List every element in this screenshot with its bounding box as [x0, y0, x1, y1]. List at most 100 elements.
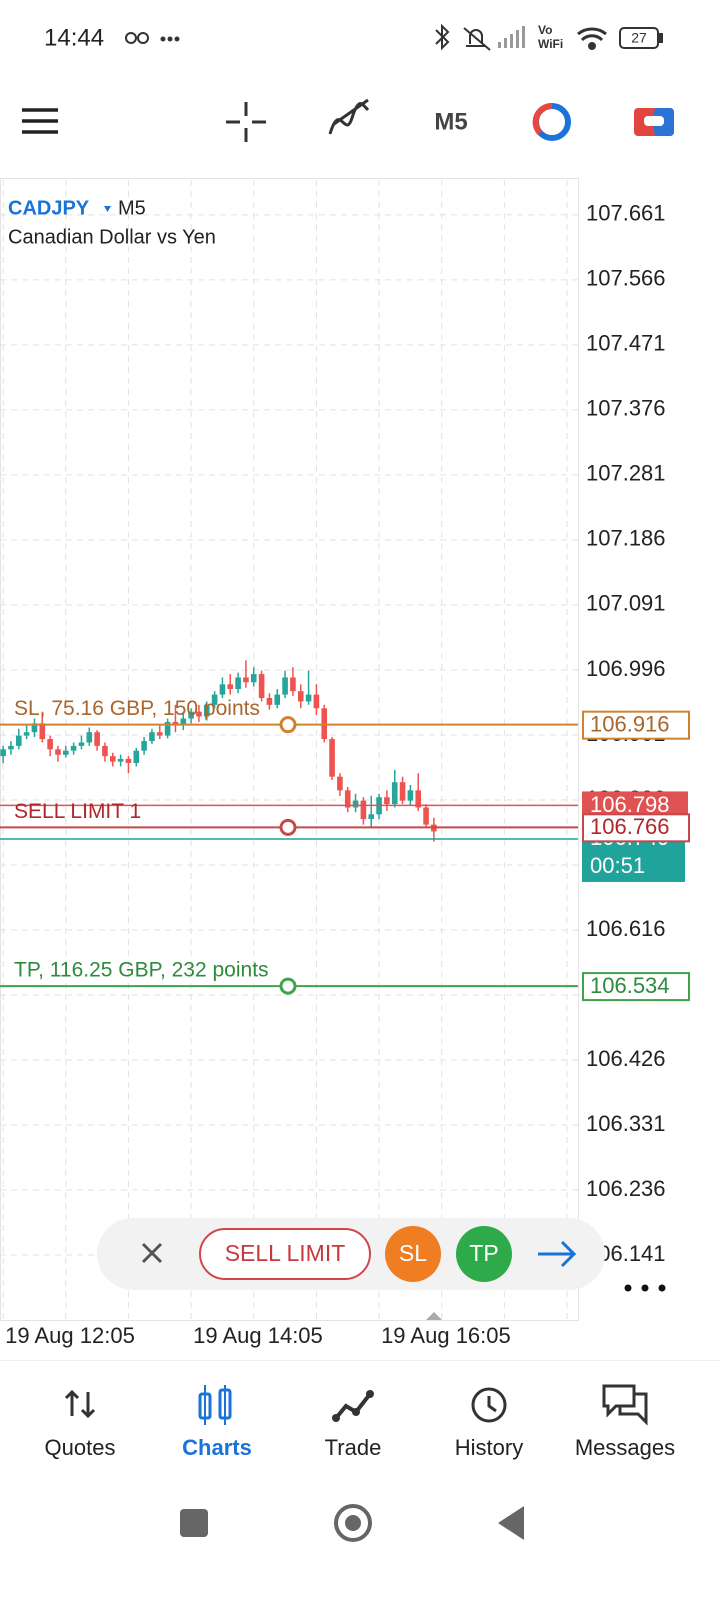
- trade-clock-button[interactable]: [532, 102, 571, 141]
- candle-body: [266, 697, 273, 705]
- candle-body: [172, 721, 179, 726]
- candle-body: [164, 721, 171, 736]
- y-tick-label: 106.331: [586, 1111, 666, 1136]
- candle-body: [180, 718, 187, 726]
- recents-button[interactable]: [180, 1509, 208, 1537]
- candle-body: [196, 711, 202, 717]
- candle-body: [313, 694, 320, 709]
- account-button[interactable]: [634, 108, 674, 136]
- candle-body: [227, 684, 234, 690]
- candle-body: [39, 723, 46, 740]
- candle-body: [31, 723, 38, 733]
- candle-body: [235, 677, 241, 690]
- order-price-box: [582, 972, 690, 1002]
- x-tick-label: 19 Aug 14:05: [193, 1323, 323, 1348]
- candle-body: [368, 814, 375, 820]
- candle-body: [352, 800, 359, 808]
- x-tick-label: 19 Aug 16:05: [381, 1323, 511, 1348]
- status-time: 14:44: [44, 24, 104, 51]
- candle-body: [337, 776, 343, 791]
- candle-body: [329, 739, 335, 777]
- candle-body: [109, 756, 116, 762]
- y-tick-label: 106.426: [586, 1046, 666, 1071]
- sl-label: SL: [399, 1240, 427, 1266]
- candle-body: [94, 732, 100, 746]
- candle-body: [203, 704, 210, 717]
- order-line-handle[interactable]: [279, 716, 297, 734]
- more-button[interactable]: [624, 1284, 666, 1292]
- y-tick-label: 107.376: [586, 396, 666, 421]
- candle-body: [156, 732, 163, 736]
- x-tick-label: 19 Aug 12:05: [5, 1323, 135, 1348]
- candle-body: [117, 758, 124, 762]
- nav-item[interactable]: History: [455, 1435, 523, 1460]
- tp-button[interactable]: [456, 1226, 512, 1282]
- chart-timeframe: M5: [118, 197, 146, 219]
- next-button[interactable]: [538, 1240, 577, 1268]
- candle-body: [290, 677, 296, 692]
- nav-icons: [64, 1384, 648, 1426]
- order-price: 106.534: [590, 973, 670, 998]
- candle-body: [149, 732, 155, 742]
- symbol-dropdown[interactable]: [104, 206, 111, 212]
- tp-label: TP: [469, 1240, 498, 1266]
- candle-body: [250, 674, 257, 683]
- bid-price: 106.798: [590, 792, 670, 817]
- indicators-button[interactable]: [328, 98, 370, 135]
- y-tick-label: 106.996: [586, 656, 666, 681]
- candle-body: [274, 694, 281, 705]
- crosshair-button[interactable]: [226, 102, 266, 142]
- candle-body: [23, 732, 30, 736]
- volte-icon: Vo: [538, 23, 552, 37]
- nav-item[interactable]: Messages: [575, 1435, 675, 1460]
- nav-divider: [0, 1360, 720, 1361]
- candle-body: [415, 790, 422, 808]
- candle-body: [360, 800, 367, 820]
- y-tick-label: 107.471: [586, 331, 666, 356]
- menu-button[interactable]: [22, 108, 58, 134]
- order-price: 106.916: [590, 711, 670, 736]
- nav-item[interactable]: Quotes: [45, 1435, 116, 1460]
- order-price-box: [582, 813, 690, 843]
- order-type-button[interactable]: [199, 1228, 371, 1280]
- candle-body: [188, 711, 194, 719]
- nav-item[interactable]: Charts: [182, 1435, 252, 1460]
- timeframe-button[interactable]: M5: [434, 108, 467, 135]
- candle-body: [15, 735, 22, 746]
- wifi-label-icon: WiFi: [538, 37, 563, 51]
- candle-body: [86, 732, 93, 743]
- close-button[interactable]: [141, 1242, 163, 1264]
- order-line-label: SELL LIMIT 1: [14, 800, 141, 823]
- y-tick-label: 107.661: [586, 201, 666, 226]
- candle-body: [0, 749, 6, 757]
- candle-body: [243, 677, 249, 683]
- y-tick-label: 106.236: [586, 1176, 666, 1201]
- back-button[interactable]: [498, 1506, 524, 1540]
- candle-body: [384, 797, 390, 805]
- candle-body: [305, 694, 312, 702]
- order-type-label: SELL LIMIT: [225, 1240, 346, 1266]
- candle-body: [407, 790, 414, 801]
- candle-body: [219, 684, 226, 695]
- symbol[interactable]: CADJPY: [8, 197, 90, 219]
- candle-body: [211, 694, 218, 705]
- sl-button[interactable]: [385, 1226, 441, 1282]
- home-button-dot: [345, 1515, 361, 1531]
- candle-body: [282, 677, 288, 695]
- order-line-handle[interactable]: [279, 818, 297, 836]
- y-tick-label: 107.091: [586, 591, 666, 616]
- y-tick-label: 106.616: [586, 916, 666, 941]
- candle-body: [55, 749, 61, 755]
- candle-body: [391, 782, 398, 805]
- bar-countdown: 00:51: [590, 853, 645, 878]
- home-button[interactable]: [334, 1504, 372, 1542]
- nav-item[interactable]: Trade: [325, 1435, 382, 1460]
- candle-body: [102, 745, 108, 757]
- order-line-handle[interactable]: [279, 977, 297, 995]
- order-line-label: TP, 116.25 GBP, 232 points: [14, 959, 269, 982]
- scroll-handle[interactable]: [426, 1312, 442, 1320]
- candle-body: [47, 739, 53, 750]
- candle-body: [297, 691, 304, 702]
- candle-body: [344, 790, 351, 808]
